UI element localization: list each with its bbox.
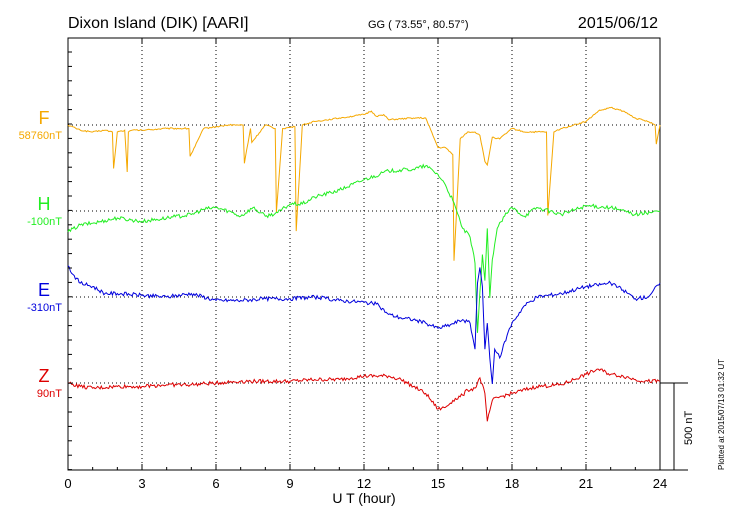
chart-date: 2015/06/12 [578,15,658,32]
plotted-at-note: Plotted at 2015/07/13 01:32 UT [717,359,726,470]
series-line-z [67,368,661,422]
x-tick-label: 9 [286,476,293,491]
scale-bar-label: 500 nT [683,410,695,445]
series-baseline-label-e: -310nT [27,302,62,314]
scale-bar: 500 nT [660,382,695,471]
x-tick-label: 3 [138,476,145,491]
series-name-e: E [38,280,50,300]
baselines [68,124,660,384]
x-tick-label: 24 [653,476,667,491]
x-tick-label: 6 [212,476,219,491]
series-baseline-label-f: 58760nT [19,130,63,142]
x-tick-label: 12 [357,476,371,491]
x-tick-label: 18 [505,476,519,491]
series-line-e [67,265,661,385]
series-name-f: F [39,108,50,128]
x-tick-label: 0 [64,476,71,491]
x-tick-label: 21 [579,476,593,491]
station-title: Dixon Island (DIK) [AARI] [68,15,249,32]
x-axis-label: U T (hour) [332,490,395,506]
series-name-z: Z [39,366,50,386]
series-lines [67,106,661,422]
series-baseline-label-h: -100nT [27,216,62,228]
station-coords: GG ( 73.55°, 80.57°) [368,19,469,31]
series-baseline-label-z: 90nT [37,388,62,400]
x-tick-label: 15 [431,476,445,491]
series-name-h: H [38,194,51,214]
series-line-f [67,106,661,261]
grid [141,38,587,470]
x-axis-ticks: 0 3 6 9 12 15 18 21 24 [64,38,667,491]
series-line-h [67,163,661,333]
series-labels: F 58760nT H -100nT E -310nT Z 90nT [19,108,63,400]
